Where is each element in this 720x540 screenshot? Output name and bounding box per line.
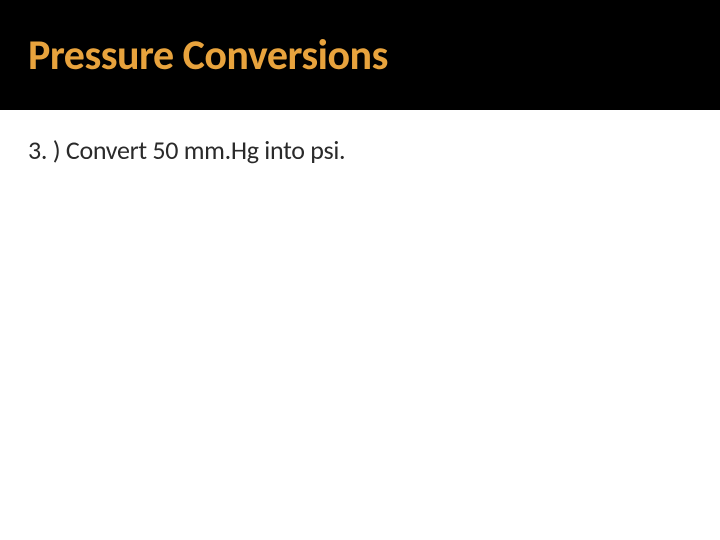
- title-bar: Pressure Conversions: [0, 0, 720, 110]
- slide-body: 3. ) Convert 50 mm.Hg into psi.: [28, 134, 688, 166]
- body-text: 3. ) Convert 50 mm.Hg into psi.: [28, 134, 688, 166]
- slide-container: Pressure Conversions 3. ) Convert 50 mm.…: [0, 0, 720, 540]
- slide-title: Pressure Conversions: [28, 30, 388, 81]
